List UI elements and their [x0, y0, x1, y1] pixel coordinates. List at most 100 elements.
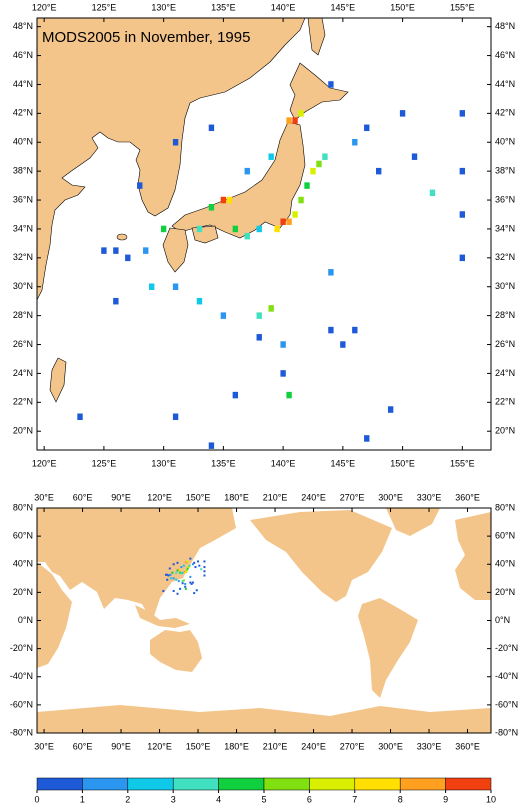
colorbar-tick-label: 1	[80, 794, 85, 804]
x-tick-label: 125°E	[92, 458, 117, 468]
data-cell	[168, 567, 171, 570]
y-tick-label: 60°N	[13, 531, 33, 541]
data-cell	[166, 578, 169, 581]
data-cell	[193, 561, 196, 564]
x-tick-label: 150°E	[186, 741, 211, 751]
world-map	[37, 508, 491, 733]
data-cell	[184, 585, 187, 588]
y-tick-label: 26°N	[495, 339, 515, 349]
data-cell	[411, 153, 418, 160]
x-tick-label: 130°E	[151, 2, 176, 12]
y-tick-label: -40°N	[495, 671, 518, 681]
data-cell	[203, 566, 206, 569]
data-cell	[176, 592, 179, 595]
y-tick-label: -80°N	[495, 727, 518, 737]
y-tick-label: 38°N	[13, 166, 33, 176]
data-cell	[191, 581, 194, 584]
y-tick-label: 36°N	[13, 194, 33, 204]
x-tick-label: 210°E	[263, 741, 288, 751]
data-cell	[77, 413, 83, 421]
data-cell	[189, 581, 192, 584]
land	[37, 705, 491, 733]
x-tick-label: 120°E	[147, 492, 172, 502]
data-cell	[169, 573, 172, 576]
colorbar-bin	[445, 777, 492, 791]
data-cell	[226, 196, 233, 204]
data-cell	[196, 297, 203, 305]
data-cell	[172, 577, 175, 580]
data-cell	[280, 370, 286, 377]
data-cell	[203, 574, 206, 577]
data-cell	[256, 334, 262, 341]
y-tick-label: -60°N	[10, 699, 33, 709]
cells	[77, 81, 466, 449]
data-cell	[160, 225, 167, 233]
x-tick-label: 140°E	[271, 2, 296, 12]
data-cell	[184, 582, 187, 585]
colorbar-tick-label: 3	[171, 794, 176, 804]
x-tick-label: 300°E	[378, 492, 403, 502]
y-tick-label: 46°N	[13, 50, 33, 60]
data-cell	[194, 566, 197, 569]
land	[455, 512, 491, 600]
data-cell	[280, 341, 286, 348]
data-cell	[244, 167, 250, 175]
y-tick-label: 0°N	[495, 615, 510, 625]
data-cell	[172, 139, 179, 146]
data-cell	[189, 557, 192, 560]
data-cell	[186, 560, 189, 563]
data-cell	[185, 570, 188, 573]
x-tick-label: 330°E	[417, 492, 442, 502]
colorbar-bin	[218, 777, 265, 791]
land	[171, 121, 306, 239]
y-tick-label: 80°N	[13, 502, 33, 512]
colorbar-bin	[309, 777, 356, 791]
y-tick-label: 0°N	[18, 615, 33, 625]
data-cell	[376, 167, 382, 175]
land	[37, 18, 306, 301]
data-cell	[196, 225, 203, 233]
data-cell	[232, 225, 239, 233]
data-cell	[364, 435, 370, 442]
data-cell	[186, 568, 189, 571]
data-cell	[220, 196, 227, 204]
y-tick-label: -40°N	[10, 671, 33, 681]
colorbar-bin	[399, 777, 446, 791]
x-tick-label: 120°E	[147, 741, 172, 751]
y-tick-label: -20°N	[495, 643, 518, 653]
data-cell	[178, 568, 181, 571]
colorbar-bin	[263, 777, 310, 791]
data-cell	[352, 326, 358, 334]
data-cell	[186, 567, 189, 570]
x-tick-label: 90°E	[111, 741, 131, 751]
data-cell	[268, 305, 274, 312]
data-cell	[208, 124, 215, 132]
data-cell	[143, 247, 149, 254]
data-cell	[170, 577, 173, 580]
y-tick-label: 80°N	[495, 502, 515, 512]
y-tick-label: 22°N	[13, 397, 33, 407]
x-tick-label: 125°E	[92, 2, 117, 12]
data-cell	[292, 211, 298, 218]
y-tick-label: 20°N	[495, 426, 515, 436]
data-cell	[256, 225, 262, 233]
data-cell	[268, 153, 274, 160]
y-tick-label: 32°N	[495, 252, 515, 262]
land	[116, 233, 128, 241]
data-cell	[190, 582, 193, 585]
y-tick-label: 34°N	[13, 223, 33, 233]
colorbar-bin	[354, 777, 401, 791]
data-cell	[286, 218, 292, 225]
x-tick-label: 150°E	[186, 492, 211, 502]
data-cell	[113, 297, 119, 305]
y-tick-label: 42°N	[495, 108, 515, 118]
data-cell	[322, 153, 328, 160]
data-cell	[232, 391, 239, 399]
region-map	[37, 18, 491, 450]
y-tick-label: 24°N	[495, 368, 515, 378]
y-tick-label: 44°N	[495, 79, 515, 89]
y-tick-label: 40°N	[495, 559, 515, 569]
x-tick-label: 150°E	[390, 2, 415, 12]
data-cell	[274, 225, 280, 233]
y-tick-label: 22°N	[495, 397, 515, 407]
